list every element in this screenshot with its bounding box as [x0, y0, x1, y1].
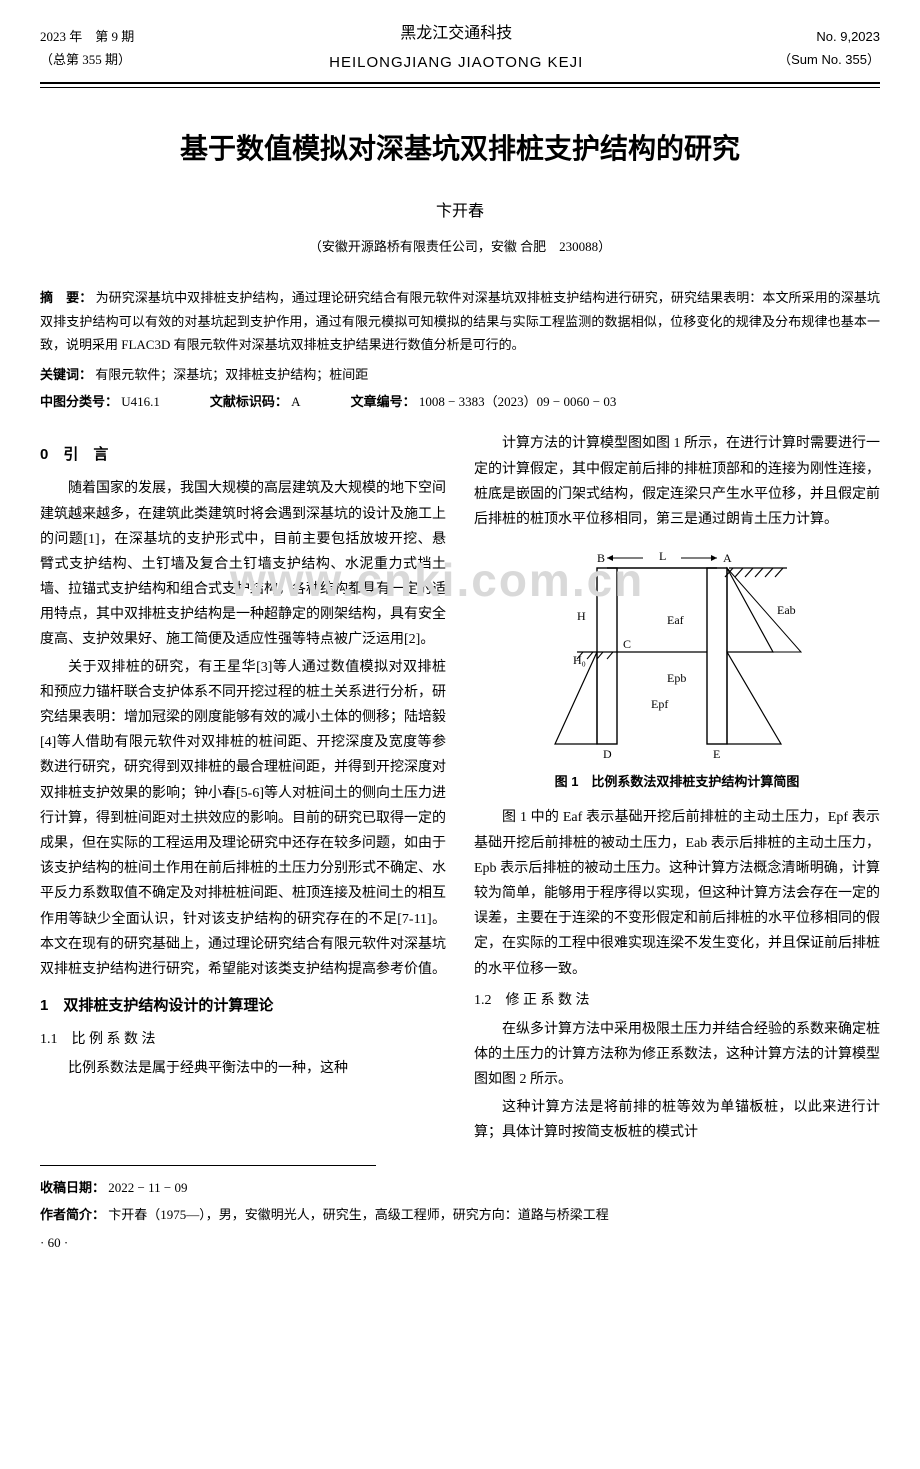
article-author: 卞开春	[40, 198, 880, 227]
received-date: 收稿日期： 2022 − 11 − 09	[40, 1176, 880, 1199]
fig1-label-D: D	[603, 747, 612, 761]
footer-separator	[40, 1165, 376, 1172]
article-title: 基于数值模拟对深基坑双排桩支护结构的研究	[40, 124, 880, 174]
abstract-label: 摘 要：	[40, 290, 92, 305]
left-column: 0 引 言 随着国家的发展，我国大规模的高层建筑及大规模的地下空间建筑越来越多，…	[40, 431, 446, 1147]
intro-para-2: 关于双排桩的研究，有王星华[3]等人通过数值模拟对双排桩和预应力锚杆联合支护体系…	[40, 655, 446, 982]
figure-1-svg: B L A	[547, 544, 807, 764]
header-left: 2023 年 第 9 期 （总第 355 期）	[40, 25, 134, 72]
keywords: 关键词： 有限元软件；深基坑；双排桩支护结构；桩间距	[40, 363, 880, 386]
keywords-text: 有限元软件；深基坑；双排桩支护结构；桩间距	[95, 367, 368, 382]
fig1-label-H: H	[577, 609, 586, 623]
fig1-label-H0: H₀	[573, 653, 586, 667]
right-para-4: 这种计算方法是将前排的桩等效为单锚板桩，以此来进行计算；具体计算时按简支板桩的模…	[474, 1095, 880, 1145]
issue-total: （总第 355 期）	[40, 48, 134, 71]
fig1-label-E: E	[713, 747, 720, 761]
section-0-heading: 0 引 言	[40, 441, 446, 468]
figure-1-caption: 图 1 比例系数法双排桩支护结构计算简图	[474, 770, 880, 793]
journal-name-en: HEILONGJIANG JIAOTONG KEJI	[329, 49, 583, 76]
fig1-label-Eaf: Eaf	[667, 613, 684, 627]
figure-1: B L A	[474, 544, 880, 793]
fig1-label-C: C	[623, 637, 631, 651]
clc-value: U416.1	[121, 394, 160, 409]
author-bio-value: 卞开春（1975—），男，安徽明光人，研究生，高级工程师，研究方向：道路与桥梁工…	[108, 1207, 609, 1222]
doc-code-value: A	[291, 394, 300, 409]
doc-code-label: 文献标识码：	[210, 394, 288, 409]
article-no-value: 1008 − 3383（2023）09 − 0060 − 03	[419, 394, 617, 409]
page-number: · 60 ·	[40, 1231, 880, 1254]
fig1-label-Epf: Epf	[651, 697, 668, 711]
journal-header: 2023 年 第 9 期 （总第 355 期） 黑龙江交通科技 HEILONGJ…	[40, 20, 880, 84]
issue-year: 2023 年 第 9 期	[40, 25, 134, 48]
author-bio-label: 作者简介：	[40, 1207, 105, 1222]
intro-para-1: 随着国家的发展，我国大规模的高层建筑及大规模的地下空间建筑越来越多，在建筑此类建…	[40, 476, 446, 652]
abstract-text: 为研究深基坑中双排桩支护结构，通过理论研究结合有限元软件对深基坑双排桩支护结构进…	[40, 290, 880, 352]
clc-label: 中图分类号：	[40, 394, 118, 409]
header-right: No. 9,2023 （Sum No. 355）	[778, 25, 880, 72]
keywords-label: 关键词：	[40, 367, 92, 382]
meta-row: 中图分类号： U416.1 文献标识码： A 文章编号： 1008 − 3383…	[40, 390, 880, 413]
fig1-label-A: A	[723, 551, 732, 565]
article-no-label: 文章编号：	[351, 394, 416, 409]
header-center: 黑龙江交通科技 HEILONGJIANG JIAOTONG KEJI	[329, 20, 583, 76]
fig1-label-B: B	[597, 551, 605, 565]
two-column-body: 0 引 言 随着国家的发展，我国大规模的高层建筑及大规模的地下空间建筑越来越多，…	[40, 431, 880, 1147]
recv-label: 收稿日期：	[40, 1180, 105, 1195]
fig1-label-L: L	[659, 549, 666, 563]
section-1-heading: 1 双排桩支护结构设计的计算理论	[40, 992, 446, 1019]
journal-name-cn: 黑龙江交通科技	[329, 20, 583, 49]
sec11-para-1: 比例系数法是属于经典平衡法中的一种，这种	[40, 1056, 446, 1081]
recv-value: 2022 − 11 − 09	[108, 1180, 187, 1195]
right-para-3: 在纵多计算方法中采用极限土压力并结合经验的系数来确定桩体的土压力的计算方法称为修…	[474, 1017, 880, 1093]
right-para-2: 图 1 中的 Eaf 表示基础开挖后前排桩的主动土压力，Epf 表示基础开挖后前…	[474, 805, 880, 981]
article-affiliation: （安徽开源路桥有限责任公司，安徽 合肥 230088）	[40, 235, 880, 258]
right-para-1: 计算方法的计算模型图如图 1 所示，在进行计算时需要进行一定的计算假定，其中假定…	[474, 431, 880, 532]
fig1-label-Epb: Epb	[667, 671, 686, 685]
fig1-label-Eab: Eab	[777, 603, 796, 617]
issue-no: No. 9,2023	[778, 25, 880, 48]
right-column: 计算方法的计算模型图如图 1 所示，在进行计算时需要进行一定的计算假定，其中假定…	[474, 431, 880, 1147]
abstract: 摘 要： 为研究深基坑中双排桩支护结构，通过理论研究结合有限元软件对深基坑双排桩…	[40, 286, 880, 356]
subsection-11-heading: 1.1 比 例 系 数 法	[40, 1027, 446, 1052]
subsection-12-heading: 1.2 修 正 系 数 法	[474, 988, 880, 1013]
issue-sum: （Sum No. 355）	[778, 48, 880, 71]
author-bio: 作者简介： 卞开春（1975—），男，安徽明光人，研究生，高级工程师，研究方向：…	[40, 1203, 880, 1226]
